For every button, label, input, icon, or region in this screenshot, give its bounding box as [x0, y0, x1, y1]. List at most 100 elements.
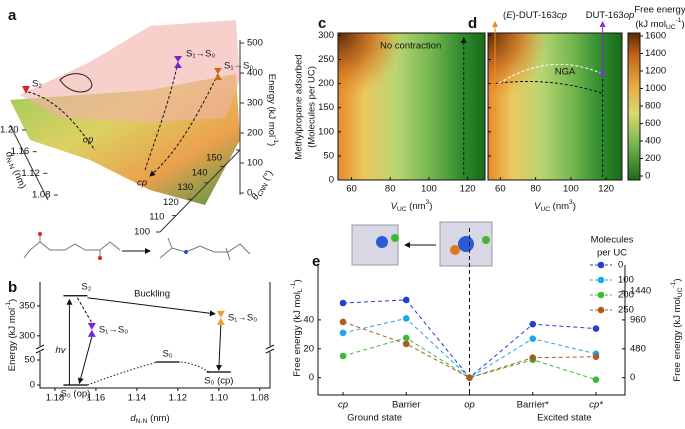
transition [87, 297, 216, 317]
legend-title: per UC [597, 248, 627, 259]
y-tick-label: 100 [134, 227, 150, 238]
text-part: )-DUT-163 [513, 10, 557, 21]
point [600, 71, 606, 77]
legend-marker [597, 261, 605, 269]
colorbar-tick-label: 400 [645, 135, 661, 146]
z-tick-label: 0 [247, 188, 252, 199]
text-part: Free energy (kJ mol [292, 292, 303, 376]
colorbar-tick-label: 200 [645, 153, 661, 164]
y-tick-label: 40 [303, 314, 314, 325]
atom [38, 232, 42, 236]
z-tick-label: 400 [247, 68, 263, 79]
plot-frame [337, 32, 486, 181]
colorbar-tick-label: 1600 [645, 30, 666, 41]
group-label: Excited state [537, 413, 591, 424]
plot-frame [487, 32, 623, 181]
legend-label: 0 [618, 260, 623, 271]
text-part: -1 [676, 17, 682, 24]
x-axis [9, 124, 49, 201]
y-tick-label: 130 [177, 182, 193, 193]
annotation: S₁→S₀ [186, 49, 215, 60]
text-part: E [506, 10, 513, 21]
y2-tick-label: 1440 [630, 286, 651, 297]
x-tick-label: op [464, 400, 475, 411]
y-tick-label: 0 [309, 372, 314, 383]
x-tick-label: 1.12 [169, 393, 188, 404]
colorbar [627, 32, 641, 181]
annotation: (E)-DUT-163cp [503, 10, 567, 21]
x-tick-label: 1.16 [87, 393, 106, 404]
guide [494, 80, 603, 94]
panel-label: e [312, 253, 320, 270]
x-tick-label: 1.10 [210, 393, 229, 404]
z-axis-label: Energy (kJ mol-1) [266, 74, 278, 146]
series-line [342, 299, 597, 379]
text-part: (kJ mol [635, 19, 666, 30]
energy-marker [87, 322, 96, 337]
colorbar-tick-label: 0 [645, 170, 650, 181]
data-point [592, 376, 600, 383]
y-tick-label: 300 [19, 330, 35, 341]
molecule [159, 237, 251, 261]
text-part: d [130, 413, 136, 424]
data-point [592, 353, 600, 361]
text-part: UC [540, 206, 550, 213]
heatmap-corner [338, 33, 485, 180]
path-curve [144, 61, 179, 171]
text-part: -1 [290, 282, 297, 288]
y-tick-label: 50 [323, 150, 334, 161]
annotation: cp [137, 178, 147, 189]
x-tick-label: 1.16 [11, 146, 30, 157]
data-point [529, 335, 537, 342]
text-part: -1 [670, 281, 677, 287]
text-part: -1 [5, 302, 12, 308]
series-line [342, 321, 597, 379]
text-part: UC [397, 206, 407, 213]
y-tick-label: 0 [30, 380, 35, 391]
annotation: op [83, 135, 94, 146]
annotation: Buckling [134, 288, 170, 299]
upper-surface [20, 20, 240, 122]
series-line [342, 317, 597, 379]
y2-tick-label: 960 [630, 314, 646, 325]
point [492, 83, 498, 89]
y-axis-label: θCNN (°) [249, 168, 276, 202]
data-point [402, 340, 410, 348]
text-part: cp [557, 10, 567, 21]
text-part: V [391, 201, 399, 212]
text-part: 3 [569, 199, 573, 206]
text-part: ( [503, 10, 507, 21]
y-tick-label: 250 [318, 54, 334, 65]
contour [59, 73, 93, 93]
legend-label: 200 [618, 290, 634, 301]
x-tick-label: 60 [495, 184, 506, 195]
x-tick-label: 1.08 [251, 393, 270, 404]
guide [494, 63, 603, 87]
y-axis [159, 149, 241, 233]
text-part: d [4, 150, 16, 160]
y-tick-label: 150 [206, 153, 222, 164]
x-tick-label: 1.12 [21, 168, 40, 179]
atom [391, 234, 399, 242]
x-tick-label: 1.20 [0, 125, 19, 136]
text-part: 3 [426, 199, 430, 206]
x-tick-label: 1.14 [128, 393, 147, 404]
energy-marker [216, 310, 225, 325]
x-tick-label: 60 [346, 184, 357, 195]
panel-label: d [468, 15, 477, 32]
group-label: Ground state [347, 413, 402, 424]
text-part: ) [573, 201, 576, 212]
level-label: S₀ (cp) [204, 376, 233, 387]
y2-tick-label: 0 [630, 372, 635, 383]
y-tick-label: 300 [318, 30, 334, 41]
colorbar-label: (kJ molUC-1) [635, 17, 684, 31]
marker [174, 56, 182, 68]
x-tick-label: cp [338, 400, 348, 411]
y-tick-label: 120 [163, 197, 179, 208]
x-tick-label: Barrier [392, 400, 421, 411]
text-part: (°) [259, 168, 275, 185]
data-point [339, 329, 347, 337]
x-axis-label: dN-N (nm) [130, 413, 169, 426]
y2-tick-label: 480 [630, 343, 646, 354]
text-part: ) [681, 19, 684, 30]
